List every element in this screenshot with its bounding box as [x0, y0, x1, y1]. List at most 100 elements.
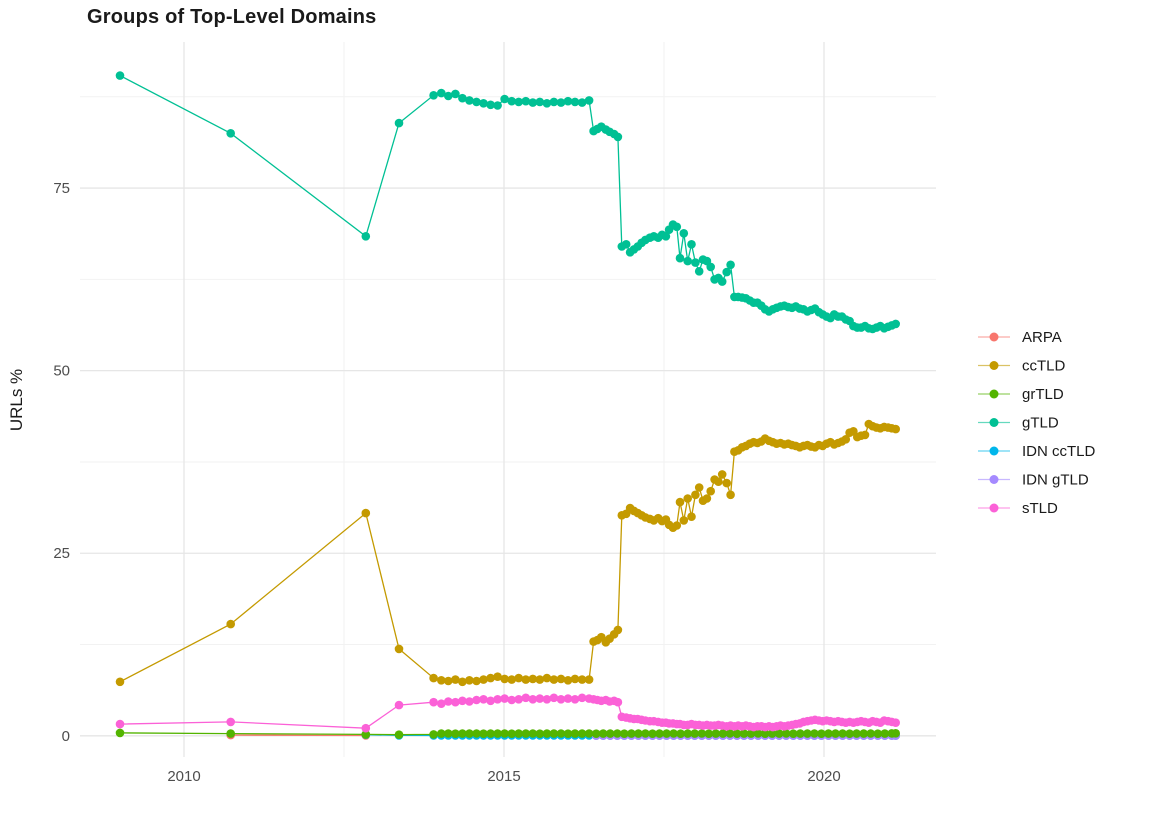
series-point: [226, 729, 235, 738]
series-point: [528, 674, 538, 684]
series-point: [662, 729, 671, 738]
series-point: [226, 717, 235, 727]
y-tick-label: 75: [53, 180, 70, 197]
legend-key-dot: [989, 503, 999, 513]
series-point: [563, 96, 573, 106]
series-point: [500, 674, 509, 684]
series-point: [577, 693, 587, 703]
series-point: [444, 676, 453, 686]
series-point: [542, 673, 552, 683]
series-point: [679, 516, 689, 525]
series-point: [584, 729, 594, 738]
series-point: [760, 729, 770, 738]
series-point: [458, 677, 467, 687]
legend-label: IDN gTLD: [1022, 472, 1089, 489]
series-point: [472, 676, 481, 686]
series-point: [669, 729, 678, 738]
legend-key-dot: [989, 418, 999, 427]
series-point: [697, 729, 707, 738]
series-point: [803, 729, 812, 738]
series-point: [361, 232, 371, 241]
series-point: [514, 695, 523, 704]
legend-key-dot: [989, 475, 999, 484]
series-point: [810, 729, 819, 738]
series-point: [584, 675, 594, 684]
series-point: [556, 729, 566, 738]
series-point: [675, 253, 685, 263]
legend-key-dot: [989, 361, 999, 370]
series-point: [691, 258, 700, 267]
series-point: [451, 729, 460, 738]
series-point: [746, 729, 756, 738]
series-point: [507, 695, 516, 705]
series-point: [486, 673, 495, 683]
series-point: [556, 695, 566, 704]
series-point: [702, 494, 712, 503]
series-point: [859, 729, 868, 738]
series-point: [437, 88, 446, 98]
series-point: [598, 729, 608, 738]
legend-key-dot: [989, 446, 999, 456]
series-point: [577, 98, 587, 107]
series-line: [119, 75, 896, 330]
series-point: [726, 260, 735, 270]
series-point: [549, 675, 559, 684]
legend: ARPA ccTLD grTLD gTLD IDN ccTLD IDN gTLD sTLD: [978, 329, 1096, 517]
series-point: [739, 729, 749, 738]
series-point: [563, 694, 573, 703]
series-point: [675, 497, 685, 507]
series-point: [514, 729, 523, 738]
series-point: [535, 97, 545, 107]
series-point: [458, 729, 467, 738]
series-point: [472, 729, 481, 738]
series-point: [451, 697, 460, 707]
series-point: [563, 676, 573, 685]
series-point: [465, 96, 474, 105]
series-point: [706, 486, 715, 496]
series-point: [394, 644, 404, 654]
series-point: [521, 693, 531, 703]
series-point: [458, 696, 467, 706]
series-point: [521, 96, 531, 106]
series-point: [852, 729, 861, 738]
series-point: [817, 729, 826, 738]
series-point: [429, 673, 438, 683]
series-point: [493, 695, 502, 704]
series-point: [542, 729, 552, 738]
series-point: [479, 675, 488, 684]
series-point: [866, 729, 875, 738]
series-point: [361, 730, 371, 739]
series-point: [824, 729, 833, 738]
y-tick-label: 25: [53, 545, 70, 562]
series-point: [679, 229, 689, 238]
series-point: [672, 222, 682, 232]
series-point: [465, 697, 474, 706]
series-gTLD: [115, 71, 900, 334]
series-point: [845, 729, 854, 738]
series-point: [860, 430, 870, 440]
series-point: [521, 729, 531, 738]
series-point: [676, 729, 685, 738]
y-tick-label: 0: [62, 728, 70, 745]
series-point: [704, 729, 714, 738]
series-point: [528, 729, 538, 738]
series-point: [570, 729, 580, 738]
series-point: [831, 729, 840, 738]
series-point: [613, 132, 623, 142]
series-point: [486, 729, 495, 738]
series-point: [500, 729, 509, 738]
legend-item-IDN-gTLD: IDN gTLD: [978, 472, 1089, 489]
series-point: [706, 262, 715, 272]
series-point: [500, 694, 509, 703]
legend-key-dot: [989, 389, 999, 399]
series-point: [687, 512, 696, 521]
y-tick-label: 50: [53, 363, 70, 380]
series-point: [789, 729, 798, 738]
x-tick-label: 2015: [487, 768, 520, 785]
legend-label: gTLD: [1022, 415, 1059, 432]
series-point: [613, 697, 623, 707]
series-point: [613, 729, 622, 738]
series-point: [514, 97, 523, 107]
series-point: [577, 675, 587, 684]
series-point: [891, 729, 900, 738]
